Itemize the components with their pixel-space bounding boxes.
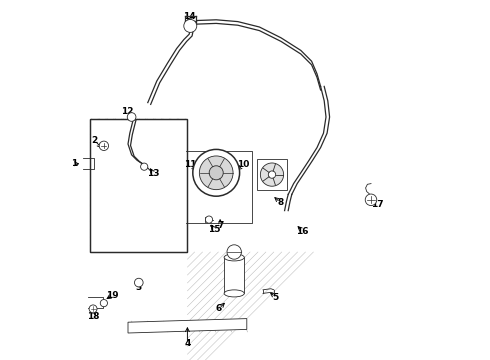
Circle shape: [134, 278, 143, 287]
Ellipse shape: [224, 254, 245, 261]
Circle shape: [184, 19, 197, 32]
Text: 1: 1: [71, 159, 77, 168]
Circle shape: [199, 156, 233, 190]
Circle shape: [205, 216, 213, 223]
Text: 13: 13: [147, 169, 159, 178]
Text: 15: 15: [208, 225, 220, 234]
Text: 10: 10: [237, 161, 249, 169]
Circle shape: [209, 166, 223, 180]
Circle shape: [260, 163, 284, 186]
Text: 8: 8: [277, 198, 283, 207]
Bar: [90, 119, 187, 252]
Circle shape: [100, 300, 107, 307]
Circle shape: [227, 245, 242, 259]
Text: 18: 18: [87, 311, 99, 320]
Text: 5: 5: [272, 292, 279, 302]
Text: 3: 3: [136, 284, 142, 292]
Text: 2: 2: [92, 136, 98, 145]
Text: 11: 11: [184, 161, 196, 169]
Text: 12: 12: [121, 107, 133, 116]
Circle shape: [141, 163, 148, 170]
Circle shape: [99, 141, 109, 150]
Circle shape: [127, 113, 136, 121]
Text: 9: 9: [211, 156, 218, 165]
Text: 17: 17: [371, 200, 384, 209]
Text: 19: 19: [106, 291, 119, 300]
Text: 6: 6: [216, 304, 222, 313]
Circle shape: [365, 194, 377, 206]
Circle shape: [269, 171, 276, 178]
Text: 7: 7: [218, 220, 224, 230]
Text: 4: 4: [184, 339, 191, 348]
Polygon shape: [128, 319, 247, 333]
Circle shape: [89, 305, 97, 313]
Ellipse shape: [224, 290, 245, 297]
Text: 14: 14: [183, 12, 196, 21]
Text: 16: 16: [296, 227, 309, 236]
Bar: [90, 119, 187, 252]
Bar: [224, 257, 245, 293]
Bar: [257, 159, 287, 190]
Circle shape: [193, 149, 240, 196]
